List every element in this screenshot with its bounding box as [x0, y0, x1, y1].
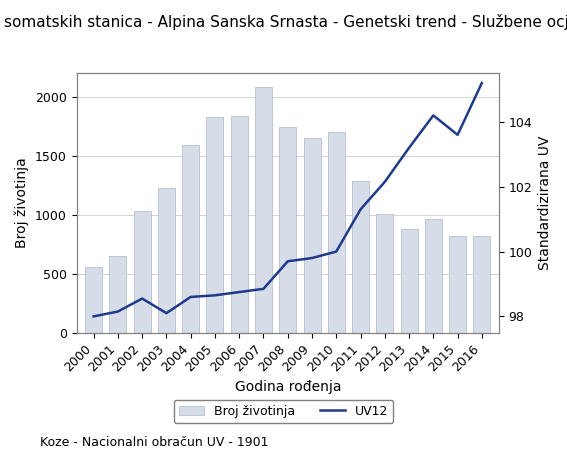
Bar [376, 213, 393, 333]
Bar [328, 132, 345, 333]
Bar [255, 87, 272, 333]
Bar [231, 116, 248, 333]
Y-axis label: Broj životinja: Broj životinja [15, 158, 29, 248]
Bar [85, 266, 102, 333]
Bar [352, 181, 369, 333]
Bar [206, 117, 223, 333]
Bar [158, 188, 175, 333]
Bar [182, 145, 199, 333]
Bar [425, 219, 442, 333]
Bar [303, 138, 320, 333]
X-axis label: Godina rođenja: Godina rođenja [235, 380, 341, 394]
Bar [473, 236, 490, 333]
Y-axis label: Standardizirana UV: Standardizirana UV [538, 136, 552, 270]
Bar [400, 229, 417, 333]
Legend: Broj životinja, UV12: Broj životinja, UV12 [174, 400, 393, 423]
Text: Koze - Nacionalni obračun UV - 1901: Koze - Nacionalni obračun UV - 1901 [40, 436, 268, 449]
Bar [109, 256, 126, 333]
Bar [134, 211, 151, 333]
Bar [280, 128, 296, 333]
Bar [449, 236, 466, 333]
Text: Broj somatskih stanica - Alpina Sanska Srnasta - Genetski trend - Službene ocjen: Broj somatskih stanica - Alpina Sanska S… [0, 14, 567, 30]
